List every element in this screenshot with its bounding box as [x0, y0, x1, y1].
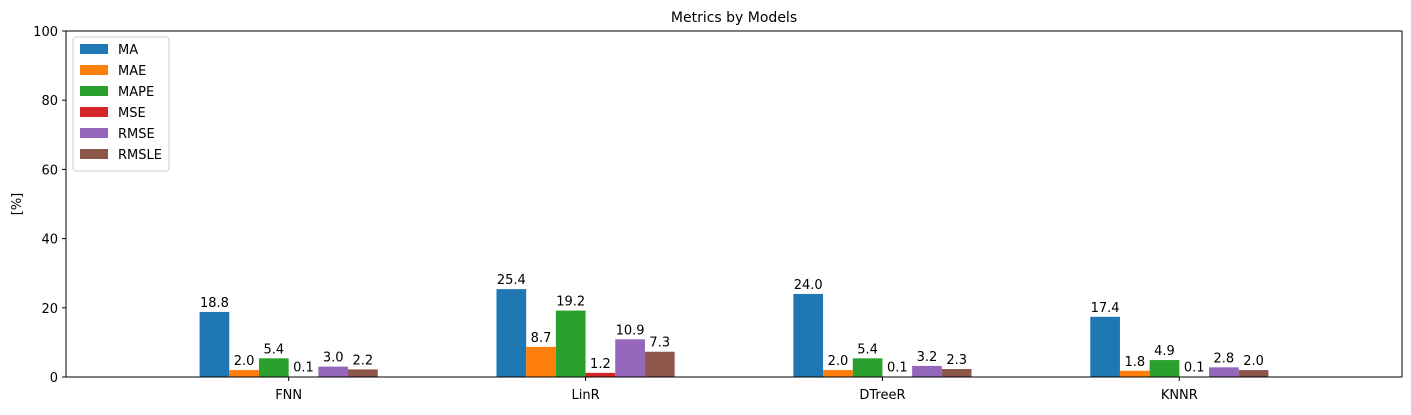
x-axis-ticks: FNN LinR DTreeR KNNR	[275, 377, 1198, 403]
value-label-mse-knnr: 0.1	[1184, 361, 1205, 376]
value-label-rmsle-dtreer: 2.3	[946, 353, 967, 368]
legend-swatch-rmsle	[80, 149, 108, 159]
bar-rmse-fnn	[318, 367, 348, 377]
plot-frame	[66, 31, 1402, 377]
value-label-mse-dtreer: 0.1	[887, 361, 908, 376]
y-tick-label: 0	[50, 371, 58, 386]
bar-rmse-dtreer	[912, 366, 942, 377]
value-label-mae-fnn: 2.0	[234, 354, 255, 369]
bar-rmsle-linr	[645, 352, 675, 377]
bar-ma-linr	[496, 289, 526, 377]
y-tick-label: 60	[41, 163, 58, 178]
value-label-rmsle-knnr: 2.0	[1243, 354, 1264, 369]
y-tick-label: 40	[41, 233, 58, 248]
value-label-rmse-dtreer: 3.2	[917, 350, 938, 365]
legend-swatch-mape	[80, 86, 108, 96]
bar-mae-dtreer	[823, 370, 853, 377]
x-tick-label-dtreer: DTreeR	[859, 388, 905, 403]
bar-mape-dtreer	[853, 358, 883, 377]
value-label-rmse-fnn: 3.0	[323, 351, 344, 366]
x-tick-label-fnn: FNN	[275, 388, 302, 403]
value-label-ma-linr: 25.4	[497, 273, 526, 288]
value-label-mape-fnn: 5.4	[263, 342, 284, 357]
bar-rmsle-fnn	[348, 369, 378, 377]
bar-ma-fnn	[200, 312, 230, 377]
value-label-ma-dtreer: 24.0	[794, 278, 823, 293]
bar-mape-knnr	[1150, 360, 1180, 377]
x-tick-label-linr: LinR	[571, 388, 599, 403]
bar-mae-knnr	[1120, 371, 1150, 377]
bar-mae-fnn	[229, 370, 259, 377]
value-label-rmse-knnr: 2.8	[1214, 351, 1235, 366]
value-label-mse-fnn: 0.1	[293, 361, 314, 376]
bar-mape-linr	[556, 311, 586, 377]
legend-swatch-ma	[80, 44, 108, 54]
bar-ma-knnr	[1090, 317, 1120, 377]
legend-swatch-rmse	[80, 128, 108, 138]
value-label-rmsle-linr: 7.3	[649, 336, 670, 351]
bar-mae-linr	[526, 347, 556, 377]
legend-label-mse: MSE	[118, 106, 146, 121]
value-label-mse-linr: 1.2	[590, 357, 611, 372]
value-label-mape-linr: 19.2	[556, 295, 585, 310]
bar-rmse-knnr	[1209, 367, 1239, 377]
legend-label-rmse: RMSE	[118, 127, 155, 142]
value-label-mae-knnr: 1.8	[1124, 355, 1145, 370]
value-label-mape-dtreer: 5.4	[857, 342, 878, 357]
bar-rmsle-dtreer	[942, 369, 972, 377]
legend-label-mae: MAE	[118, 64, 146, 79]
legend-label-rmsle: RMSLE	[118, 148, 162, 163]
legend-swatch-mae	[80, 65, 108, 75]
value-label-mape-knnr: 4.9	[1154, 344, 1175, 359]
value-label-rmse-linr: 10.9	[616, 323, 645, 338]
chart-title: Metrics by Models	[671, 10, 797, 26]
y-tick-label: 80	[41, 94, 58, 109]
y-axis-label: [%]	[10, 193, 25, 216]
value-label-mae-dtreer: 2.0	[828, 354, 849, 369]
value-label-rmsle-fnn: 2.2	[353, 353, 374, 368]
legend: MA MAE MAPE MSE RMSE RMSLE	[73, 37, 169, 171]
legend-label-mape: MAPE	[118, 85, 154, 100]
bar-rmsle-knnr	[1239, 370, 1269, 377]
bar-rmse-linr	[615, 339, 645, 377]
y-tick-label: 100	[33, 25, 58, 40]
value-label-ma-knnr: 17.4	[1091, 301, 1120, 316]
value-label-mae-linr: 8.7	[531, 331, 552, 346]
bar-mse-linr	[586, 373, 616, 377]
x-tick-label-knnr: KNNR	[1161, 388, 1198, 403]
value-label-ma-fnn: 18.8	[200, 296, 229, 311]
legend-label-ma: MA	[118, 43, 138, 58]
legend-swatch-mse	[80, 107, 108, 117]
bar-mape-fnn	[259, 358, 289, 377]
y-axis-ticks: 0 20 40 60 80 100	[33, 25, 66, 386]
y-tick-label: 20	[41, 302, 58, 317]
bar-ma-dtreer	[793, 294, 823, 377]
